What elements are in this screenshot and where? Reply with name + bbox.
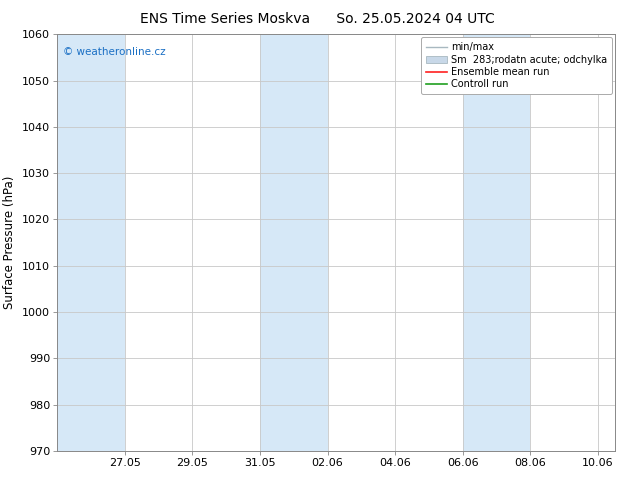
Bar [57,34,125,451]
Text: ENS Time Series Moskva      So. 25.05.2024 04 UTC: ENS Time Series Moskva So. 25.05.2024 04… [139,12,495,26]
Legend: min/max, Sm  283;rodatn acute; odchylka, Ensemble mean run, Controll run: min/max, Sm 283;rodatn acute; odchylka, … [421,37,612,94]
Y-axis label: Surface Pressure (hPa): Surface Pressure (hPa) [3,176,16,309]
Bar [260,34,328,451]
Text: © weatheronline.cz: © weatheronline.cz [63,47,165,57]
Bar [463,34,531,451]
